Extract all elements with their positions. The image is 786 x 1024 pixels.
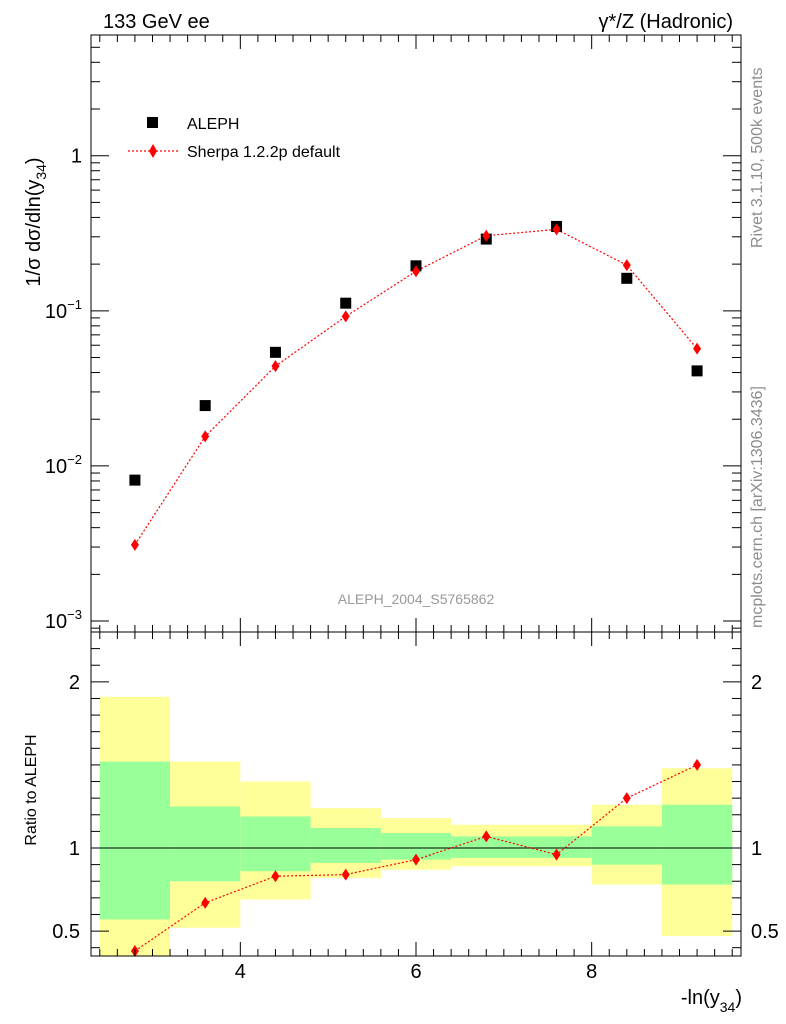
ratio-sherpa-point [622, 792, 631, 805]
ratio-sherpa-point [412, 853, 420, 866]
main-y-label-main: 1/σ dσ/dln(y [23, 180, 45, 287]
main-plot-panel: 1 10−1 10−2 10−3 ALEPH_2004_S5765862 ALEPH … [23, 34, 742, 633]
ratio-y-tick-label-right: 1 [751, 838, 762, 860]
ratio-axis-ticks [91, 632, 741, 956]
ratio-series [130, 758, 702, 958]
legend-marker-aleph [147, 117, 158, 128]
main-y-tick-label: 10−1 [45, 297, 82, 323]
ratio-stat-band [310, 828, 381, 863]
ratio-y-tick-label-left: 0.5 [52, 921, 80, 943]
ratio-y-tick-label-right: 0.5 [751, 921, 779, 943]
main-y-tick-label: 10−2 [45, 452, 82, 478]
x-tick-label: 6 [410, 961, 421, 983]
ratio-stat-band [170, 806, 241, 882]
aleph-point [691, 365, 703, 377]
sherpa-point [622, 259, 631, 272]
x-tick-label: 4 [235, 961, 246, 983]
legend-label-aleph: ALEPH [187, 116, 239, 133]
ratio-stat-band [451, 836, 522, 858]
mcplots-citation-text: mcplots.cern.ch [arXiv:1306.3436] [749, 386, 766, 628]
ratio-y-tick-label-left: 2 [69, 672, 80, 694]
sherpa-point [271, 360, 280, 373]
ratio-plot-panel: 0.5 0.5 1 1 2 2 4 6 8 Ratio to ALEPH -ln(y34) [23, 631, 779, 1015]
ratio-sherpa-line [134, 764, 698, 952]
ratio-sherpa-point [693, 758, 702, 771]
ratio-stat-band [661, 804, 733, 885]
ratio-sherpa-point [341, 868, 350, 881]
ratio-stat-band [240, 816, 311, 872]
aleph-point [340, 297, 352, 309]
main-y-label-close: ) [23, 157, 45, 164]
x-label-close: ) [735, 987, 742, 1009]
x-label-sub: 34 [720, 999, 736, 1015]
analysis-watermark: ALEPH_2004_S5765862 [338, 591, 495, 607]
ratio-sherpa-point [201, 896, 210, 909]
sherpa-point [341, 310, 350, 323]
rivet-version-text: Rivet 3.1.10, 500k events [749, 67, 766, 248]
ratio-sherpa-point [271, 870, 280, 883]
ratio-stat-band [99, 761, 171, 920]
sherpa-point [693, 342, 702, 355]
legend-label-sherpa: Sherpa 1.2.2p default [187, 144, 341, 161]
aleph-point [269, 346, 281, 358]
main-y-axis-label: 1/σ dσ/dln(y34) [23, 157, 49, 286]
ratio-y-tick-label-left: 1 [69, 838, 80, 860]
ratio-uncertainty-bands [99, 696, 733, 956]
main-axis-ticks [91, 34, 741, 632]
x-tick-label: 8 [586, 961, 597, 983]
ratio-sherpa-point [482, 830, 491, 843]
ratio-sherpa-point [552, 848, 561, 861]
sherpa-point [201, 430, 210, 443]
title-right: γ*/Z (Hadronic) [599, 11, 733, 33]
x-axis-label: -ln(y34) [681, 987, 742, 1015]
title-left: 133 GeV ee [103, 11, 210, 33]
legend: ALEPH Sherpa 1.2.2p default [128, 116, 341, 161]
main-y-tick-label: 1 [71, 146, 82, 168]
sherpa-point [412, 265, 420, 278]
ratio-y-tick-label-right: 2 [751, 672, 762, 694]
sherpa-line [134, 228, 698, 546]
main-series [129, 220, 703, 551]
aleph-point [621, 272, 633, 284]
ratio-stat-band [591, 826, 662, 865]
ratio-tick-labels: 0.5 0.5 1 1 2 2 4 6 8 [52, 672, 779, 983]
aleph-point [199, 400, 211, 412]
main-y-label-sub: 34 [33, 164, 49, 180]
main-y-tick-label: 10−3 [45, 607, 82, 633]
legend-marker-sherpa [149, 144, 157, 158]
sherpa-point [552, 223, 561, 236]
aleph-point [129, 474, 141, 486]
sherpa-point [482, 229, 491, 242]
ratio-stat-band [521, 836, 592, 858]
ratio-y-axis-label: Ratio to ALEPH [23, 734, 40, 845]
x-label-main: -ln(y [681, 987, 720, 1009]
main-y-tick-labels: 1 10−1 10−2 10−3 [45, 146, 82, 633]
sherpa-point [130, 538, 139, 551]
